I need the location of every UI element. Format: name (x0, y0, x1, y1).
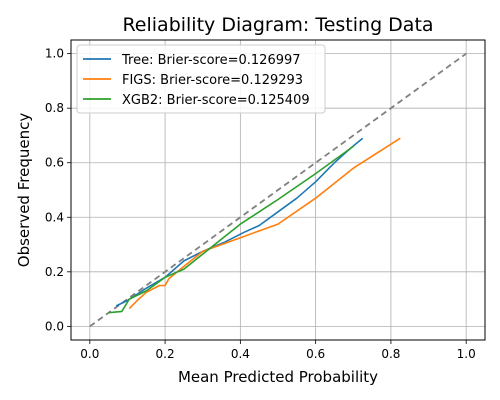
legend-label-figs: FIGS: Brier-score=0.129293 (122, 73, 303, 88)
x-tick-label: 0.2 (156, 347, 175, 361)
perfect-calibration-line (89, 52, 467, 328)
x-tick-label: 0.0 (80, 347, 99, 361)
legend-label-tree: Tree: Brier-score=0.126997 (121, 53, 301, 68)
y-axis-ticks: 0.0 0.2 0.4 0.6 0.8 1.0 (45, 47, 71, 333)
y-tick-label: 1.0 (45, 47, 64, 61)
legend-box (76, 44, 326, 114)
y-tick-label: 0.2 (45, 265, 64, 279)
reference-line-layer (89, 52, 467, 328)
x-axis-label: Mean Predicted Probability (178, 368, 378, 386)
legend: Tree: Brier-score=0.126997 FIGS: Brier-s… (76, 44, 326, 114)
y-axis-label: Observed Frequency (15, 113, 33, 268)
plot-frame (70, 39, 486, 341)
chart-title: Reliability Diagram: Testing Data (122, 14, 433, 36)
y-tick-label: 0.8 (45, 101, 64, 115)
series-line-tree (115, 137, 364, 307)
series-line-figs (128, 137, 401, 310)
y-tick-label: 0.6 (45, 156, 64, 170)
legend-label-xgb2: XGB2: Brier-score=0.125409 (122, 93, 310, 108)
x-tick-label: 0.4 (231, 347, 250, 361)
series-layer (108, 137, 401, 314)
x-axis-ticks: 0.0 0.2 0.4 0.6 0.8 1.0 (80, 340, 476, 361)
y-tick-label: 0.0 (45, 319, 64, 333)
series-line-xgb2 (108, 145, 354, 314)
x-tick-label: 0.8 (381, 347, 400, 361)
y-tick-label: 0.4 (45, 210, 64, 224)
x-tick-label: 0.6 (306, 347, 325, 361)
x-tick-label: 1.0 (457, 347, 476, 361)
